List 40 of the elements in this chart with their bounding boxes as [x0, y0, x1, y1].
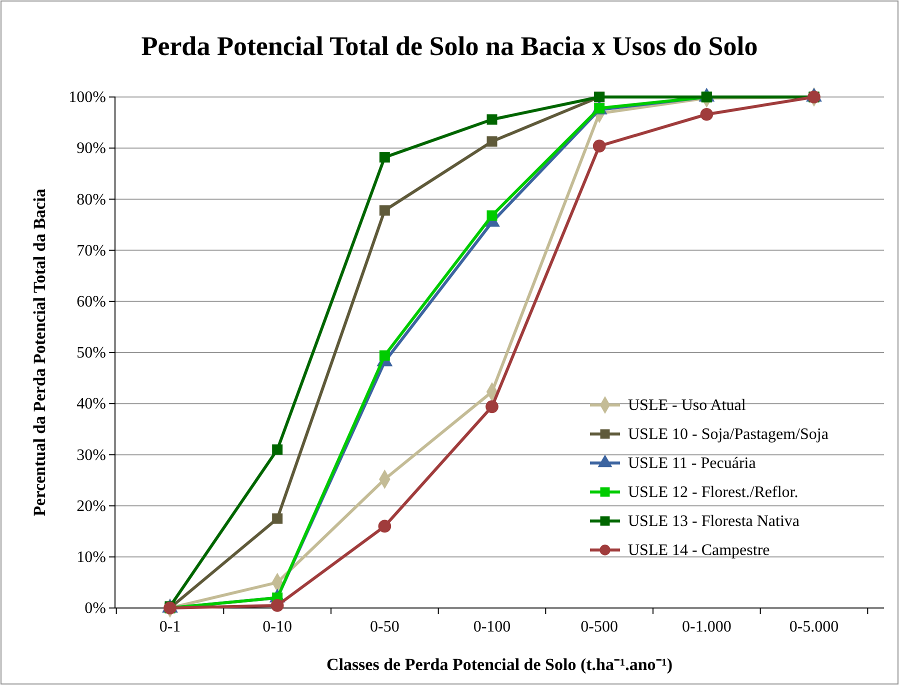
point [486, 136, 498, 147]
point [379, 350, 390, 361]
point [486, 114, 498, 125]
point [486, 210, 498, 221]
point [379, 152, 390, 163]
point [270, 599, 284, 612]
point [700, 108, 714, 121]
point [272, 444, 283, 455]
x-tick-label: 0-5.000 [789, 618, 839, 636]
y-tick-label: 40% [76, 396, 106, 413]
y-tick-label: 20% [76, 498, 106, 515]
point [486, 400, 498, 414]
x-tick-label: 0-10 [262, 618, 292, 636]
y-tick-label: 80% [76, 191, 106, 208]
point [379, 205, 390, 216]
x-tick-label: 0-500 [580, 618, 618, 636]
x-tick-label: 0-1 [159, 618, 181, 636]
y-tick-label: 90% [76, 140, 106, 158]
y-tick-label: 0% [84, 600, 106, 618]
y-tick-label: 30% [76, 446, 106, 464]
legend-label: USLE 12 - Florest./Reflor. [628, 484, 798, 501]
point [272, 513, 283, 524]
x-tick-label: 0-100 [473, 618, 511, 636]
point [592, 140, 606, 152]
legend-label: USLE 13 - Floresta Nativa [628, 513, 800, 530]
x-tick-label: 0-1.000 [682, 618, 732, 636]
legend-label: USLE 10 - Soja/Pastagem/Soja [628, 426, 828, 443]
legend-label: USLE 14 - Campestre [628, 542, 770, 559]
y-tick-label: 100% [68, 89, 106, 106]
legend-label: USLE 11 - Pecuária [628, 455, 756, 472]
y-tick-label: 10% [76, 549, 106, 566]
x-axis-title: Classes de Perda Potencial de Solo (t.ha⁻¹.ano⁻¹) [326, 655, 673, 674]
y-tick-label: 70% [76, 242, 106, 260]
x-tick-label: 0-50 [370, 618, 400, 636]
y-tick-label: 60% [76, 294, 106, 311]
legend-label: USLE - Uso Atual [628, 397, 746, 414]
y-tick-label: 50% [76, 344, 106, 362]
chart-title: Perda Potencial Total de Solo na Bacia x Usos do Solo [141, 31, 758, 61]
y-axis-title: Percentual da Perda Potencial Total da Bacia [30, 188, 49, 516]
point [378, 520, 392, 533]
